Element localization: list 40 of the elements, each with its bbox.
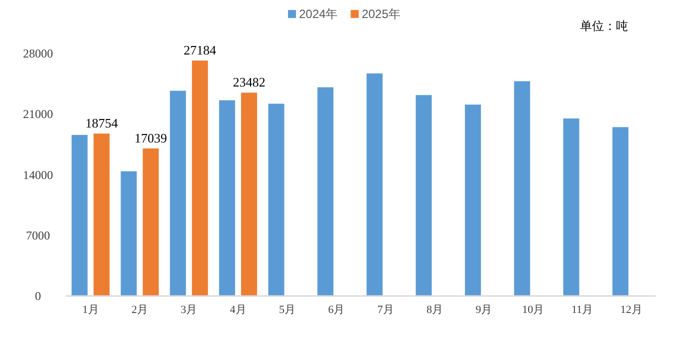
x-tick-label: 10月 — [522, 304, 544, 316]
bar — [464, 104, 481, 296]
x-tick-label: 5月 — [279, 304, 296, 316]
x-tick-label: 4月 — [230, 304, 246, 316]
bar — [268, 104, 284, 296]
data-label: 17039 — [134, 130, 167, 146]
bar — [120, 171, 137, 296]
x-tick-label: 2月 — [132, 304, 148, 316]
y-tick-label: 7000 — [26, 228, 50, 242]
bar — [94, 134, 110, 296]
data-label: 23482 — [232, 74, 266, 90]
y-tick-label: 21000 — [23, 107, 53, 122]
bar — [563, 118, 580, 296]
x-tick-label: 7月 — [377, 304, 394, 316]
bar — [241, 92, 258, 296]
data-label: 27184 — [184, 42, 217, 58]
bar — [72, 134, 88, 296]
x-tick-label: 3月 — [180, 304, 198, 316]
x-tick-label: 8月 — [426, 304, 443, 316]
bar — [612, 127, 628, 296]
bar — [514, 81, 530, 296]
bar — [170, 90, 186, 296]
x-tick-label: 9月 — [476, 304, 492, 316]
data-label: 18754 — [85, 116, 118, 131]
x-tick-label: 1月 — [82, 304, 99, 316]
x-tick-label: 11月 — [571, 304, 594, 316]
y-tick-label: 14000 — [23, 168, 53, 182]
bar — [317, 87, 334, 296]
bar — [192, 60, 208, 296]
bar — [416, 95, 432, 296]
bar — [366, 73, 383, 296]
bar — [142, 148, 159, 296]
bar — [219, 100, 236, 296]
x-tick-label: 12月 — [620, 304, 642, 316]
legend-label: 2024年 — [299, 7, 338, 21]
legend-label: 2025年 — [362, 7, 400, 21]
text: 单位：吨 — [580, 19, 628, 33]
y-tick-label: 28000 — [23, 46, 53, 60]
x-tick-label: 6月 — [328, 304, 345, 316]
y-tick-label: 0 — [35, 289, 41, 303]
